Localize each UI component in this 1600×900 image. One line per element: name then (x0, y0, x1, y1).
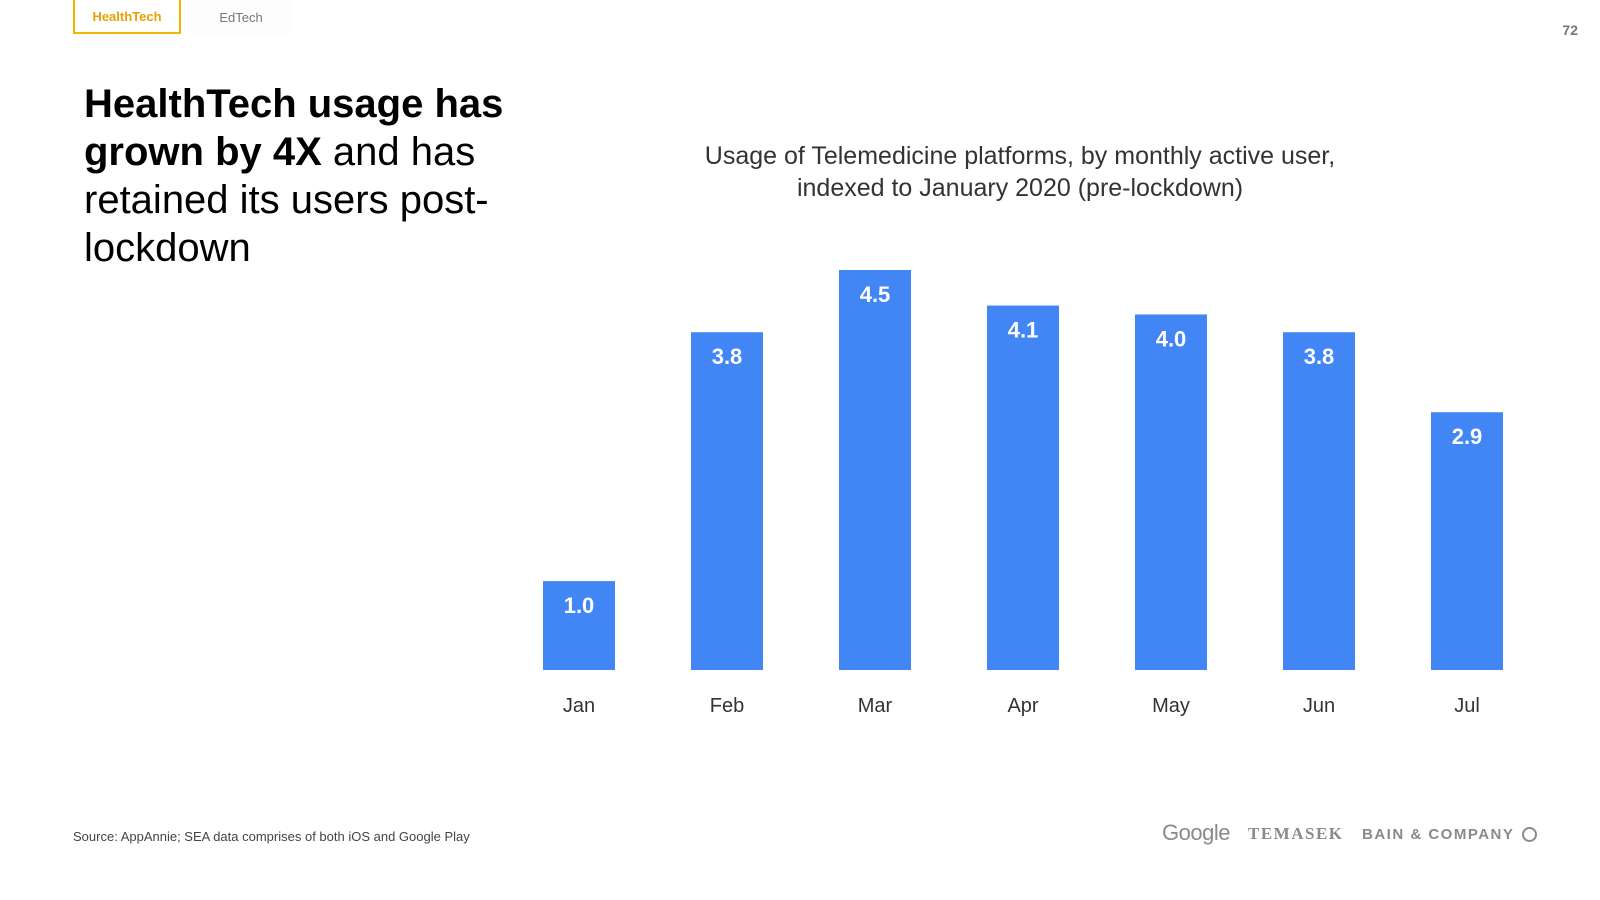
data-label-jul: 2.9 (1452, 424, 1483, 449)
source-note: Source: AppAnnie; SEA data comprises of … (73, 829, 470, 844)
x-tick-label-jun: Jun (1303, 695, 1335, 717)
google-logo: Google (1162, 820, 1230, 845)
x-tick-label-jan: Jan (563, 695, 595, 717)
page-number: 72 (1562, 22, 1578, 38)
bain-logo-text: BAIN & COMPANY (1362, 826, 1515, 843)
bain-logo: BAIN & COMPANY (1362, 826, 1538, 843)
bar-may (1135, 314, 1207, 670)
bar-feb (691, 332, 763, 670)
bar-mar (839, 270, 911, 670)
x-tick-label-may: May (1152, 695, 1190, 717)
bar-jul (1431, 412, 1503, 670)
data-label-jan: 1.0 (564, 593, 595, 618)
data-label-jun: 3.8 (1304, 344, 1335, 369)
tab-edtech[interactable]: EdTech (192, 0, 290, 34)
data-label-feb: 3.8 (712, 344, 743, 369)
bar-jun (1283, 332, 1355, 670)
x-tick-label-feb: Feb (710, 695, 744, 717)
bar-apr (987, 305, 1059, 670)
headline: HealthTech usage has grown by 4X and has… (84, 80, 504, 272)
headline-bold: HealthTech usage has grown by 4X (84, 82, 504, 174)
headline-normal: and has retained its users post-lockdown (84, 130, 489, 270)
tab-healthtech[interactable]: HealthTech (73, 0, 181, 34)
chart-title-line-2: indexed to January 2020 (pre-lockdown) (796, 174, 1244, 202)
temasek-logo: TEMASEK (1248, 824, 1344, 843)
x-tick-label-mar: Mar (858, 695, 893, 717)
x-tick-label-apr: Apr (1007, 695, 1038, 717)
data-label-mar: 4.5 (860, 282, 891, 307)
bar-jan (543, 581, 615, 670)
x-tick-label-jul: Jul (1454, 695, 1480, 717)
data-label-apr: 4.1 (1008, 318, 1039, 343)
bain-mark-icon (1522, 827, 1538, 842)
chart-title-line-1: Usage of Telemedicine platforms, by mont… (704, 142, 1336, 170)
data-label-may: 4.0 (1156, 326, 1187, 351)
chart-title: Usage of Telemedicine platforms, by mont… (520, 140, 1520, 204)
